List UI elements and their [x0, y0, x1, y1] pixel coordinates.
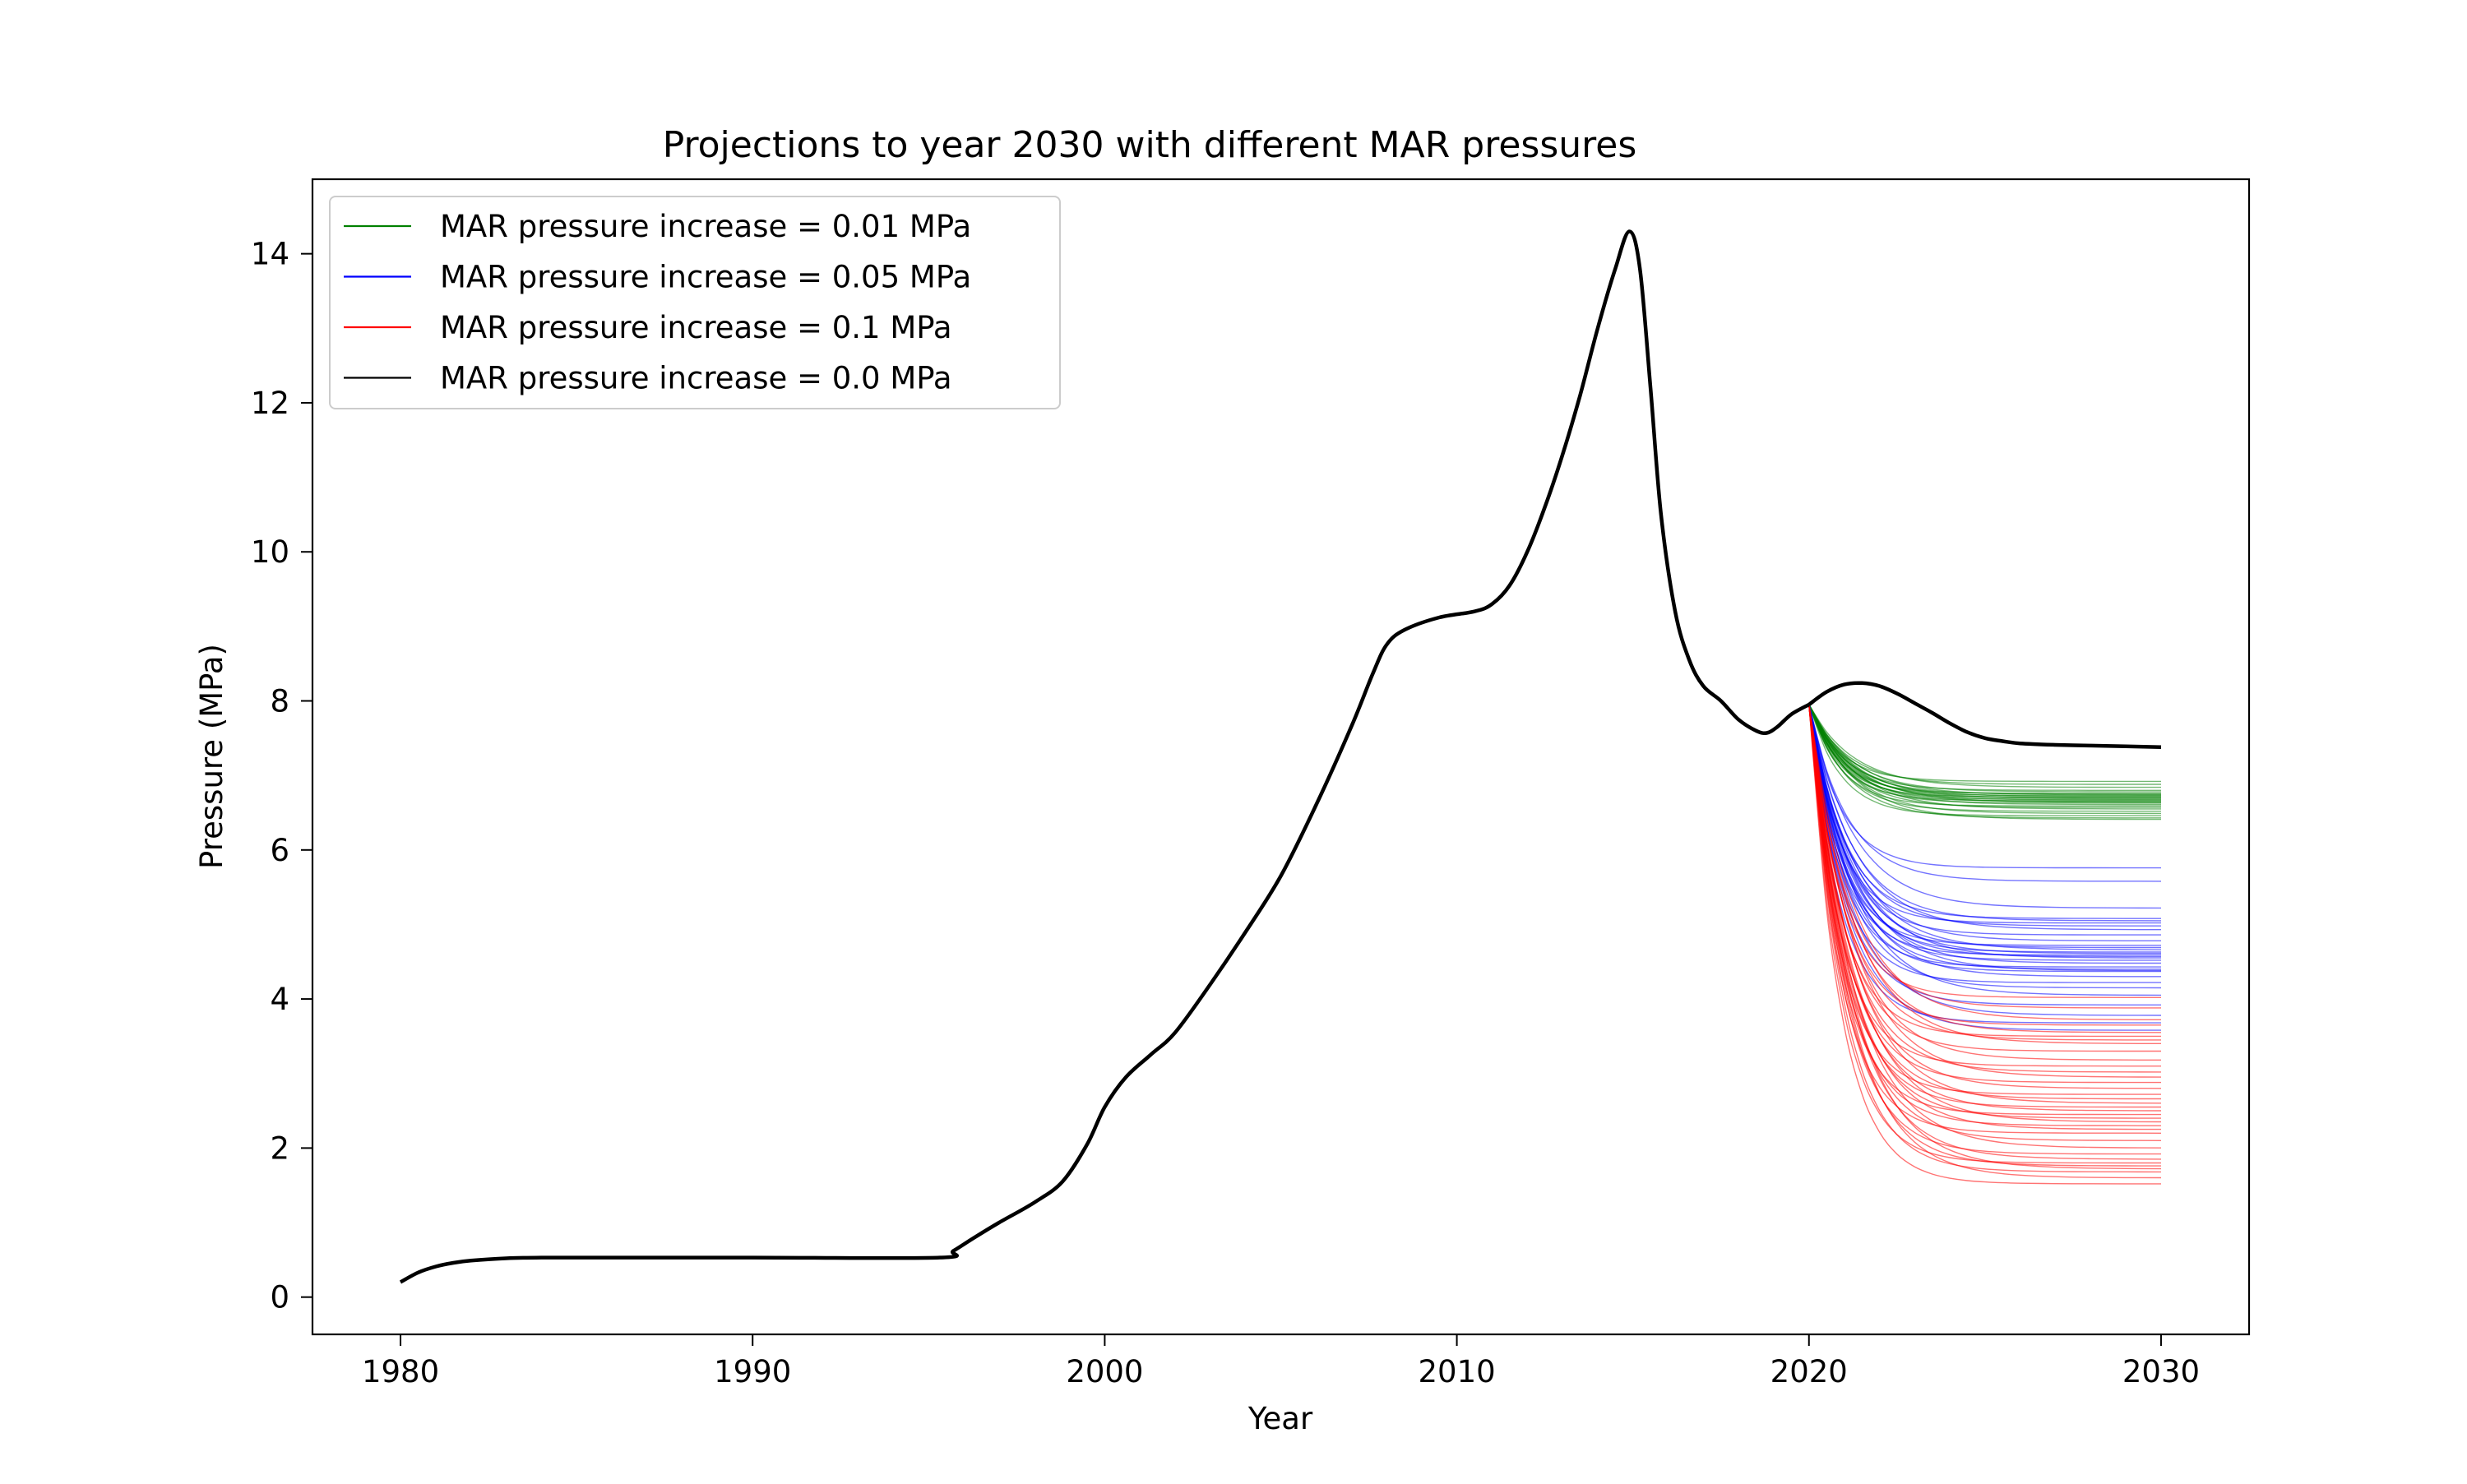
legend-label: MAR pressure increase = 0.01 MPa — [440, 209, 971, 244]
legend-item: MAR pressure increase = 0.01 MPa — [344, 209, 971, 244]
legend-label: MAR pressure increase = 0.0 MPa — [440, 361, 952, 396]
ensemble-line — [1808, 704, 2161, 1116]
legend: MAR pressure increase = 0.01 MPa MAR pres… — [329, 196, 1061, 409]
ensemble-line — [1808, 704, 2162, 1033]
ensemble-line — [1808, 704, 2161, 797]
ensemble-line — [1808, 704, 2161, 958]
ensemble-line — [1808, 704, 2162, 1160]
ensemble-line — [1808, 704, 2162, 1123]
ensemble-line — [1808, 704, 2161, 1009]
legend-label: MAR pressure increase = 0.05 MPa — [440, 260, 971, 295]
history-line — [399, 229, 1810, 1284]
ensemble-line — [1808, 704, 2161, 961]
ensemble-line — [1808, 704, 2162, 931]
ensemble-line — [1808, 704, 2162, 1104]
x-tick-label: 2010 — [1419, 1354, 1496, 1389]
ensemble-line — [1808, 704, 2161, 788]
ensemble-line — [1808, 704, 2162, 972]
x-tick-label: 2000 — [1066, 1354, 1143, 1389]
ensemble-line — [1808, 704, 2161, 869]
y-tick-label: 0 — [270, 1280, 289, 1315]
ensemble-line — [1808, 704, 2161, 1185]
ensemble-line — [1808, 704, 2161, 810]
x-tick-label: 1980 — [362, 1354, 439, 1389]
ensemble-line — [1808, 704, 2162, 803]
ensemble-series — [1808, 704, 2162, 1185]
y-tick-label: 10 — [251, 534, 289, 570]
ensemble-line — [1808, 704, 2162, 1167]
ensemble-series — [1808, 704, 2162, 821]
ensemble-line — [1808, 704, 2161, 799]
ensemble-line — [1808, 704, 2162, 1126]
series-group — [399, 229, 2162, 1284]
y-tick-label: 14 — [251, 237, 289, 272]
y-axis: 0 2 4 6 8 10 12 14 — [251, 237, 312, 1315]
ensemble-line — [1808, 704, 2162, 1149]
ensemble-line — [1808, 704, 2162, 1020]
y-tick-label: 2 — [270, 1130, 289, 1166]
ensemble-line — [1808, 704, 2162, 821]
ensemble-line — [1808, 704, 2161, 978]
ensemble-line — [1808, 704, 2162, 882]
y-tick-label: 8 — [270, 684, 289, 719]
legend-label: MAR pressure increase = 0.1 MPa — [440, 310, 952, 345]
ensemble-line — [1808, 704, 2161, 1100]
ensemble-line — [1808, 704, 2162, 1016]
y-tick-label: 6 — [270, 833, 289, 868]
ensemble-line — [1808, 704, 2161, 812]
ensemble-line — [1808, 704, 2161, 1164]
y-tick-label: 12 — [251, 386, 289, 421]
x-axis: 1980 1990 2000 2010 2020 2030 — [362, 1334, 2200, 1389]
ensemble-line — [1808, 704, 2162, 796]
ensemble-line — [1808, 704, 2161, 1155]
ensemble-line — [1808, 704, 2161, 955]
y-axis-title: Pressure (MPa) — [194, 644, 229, 869]
ensemble-line — [1808, 704, 2162, 1119]
ensemble-line — [1808, 704, 2161, 956]
plot-frame — [311, 178, 2251, 1336]
y-tick-label: 4 — [270, 982, 289, 1017]
ensemble-line — [1808, 704, 2162, 801]
ensemble-line — [1808, 704, 2162, 909]
ensemble-line — [1808, 704, 2162, 815]
ensemble-line — [1808, 704, 2162, 996]
x-axis-title: Year — [1247, 1401, 1313, 1436]
x-tick-label: 1990 — [714, 1354, 791, 1389]
x-tick-label: 2020 — [1770, 1354, 1848, 1389]
legend-item: MAR pressure increase = 0.05 MPa — [344, 260, 971, 295]
ensemble-series — [1808, 704, 2162, 1031]
ensemble-line — [1808, 704, 2162, 785]
x-tick-label: 2030 — [2122, 1354, 2200, 1389]
ensemble-line — [1808, 704, 2162, 1173]
ensemble-line — [1808, 704, 2161, 800]
ensemble-line — [1808, 704, 2162, 1179]
ensemble-line — [1808, 704, 2162, 1170]
chart-title: Projections to year 2030 with different … — [663, 124, 1637, 166]
ensemble-line — [1808, 704, 2161, 999]
ensemble-line — [1808, 704, 2162, 1112]
ensemble-line — [1808, 704, 2161, 973]
legend-box — [329, 196, 1061, 409]
ensemble-line — [1808, 704, 2162, 950]
ensemble-line — [1808, 704, 2162, 989]
ensemble-line — [1808, 704, 2162, 1044]
legend-item: MAR pressure increase = 0.0 MPa — [344, 361, 952, 396]
legend-item: MAR pressure increase = 0.1 MPa — [344, 310, 952, 345]
ensemble-line — [1808, 704, 2161, 964]
ensemble-line — [1808, 704, 2162, 959]
baseline-projection-line — [1807, 681, 2162, 749]
ensemble-line — [1808, 704, 2162, 1078]
